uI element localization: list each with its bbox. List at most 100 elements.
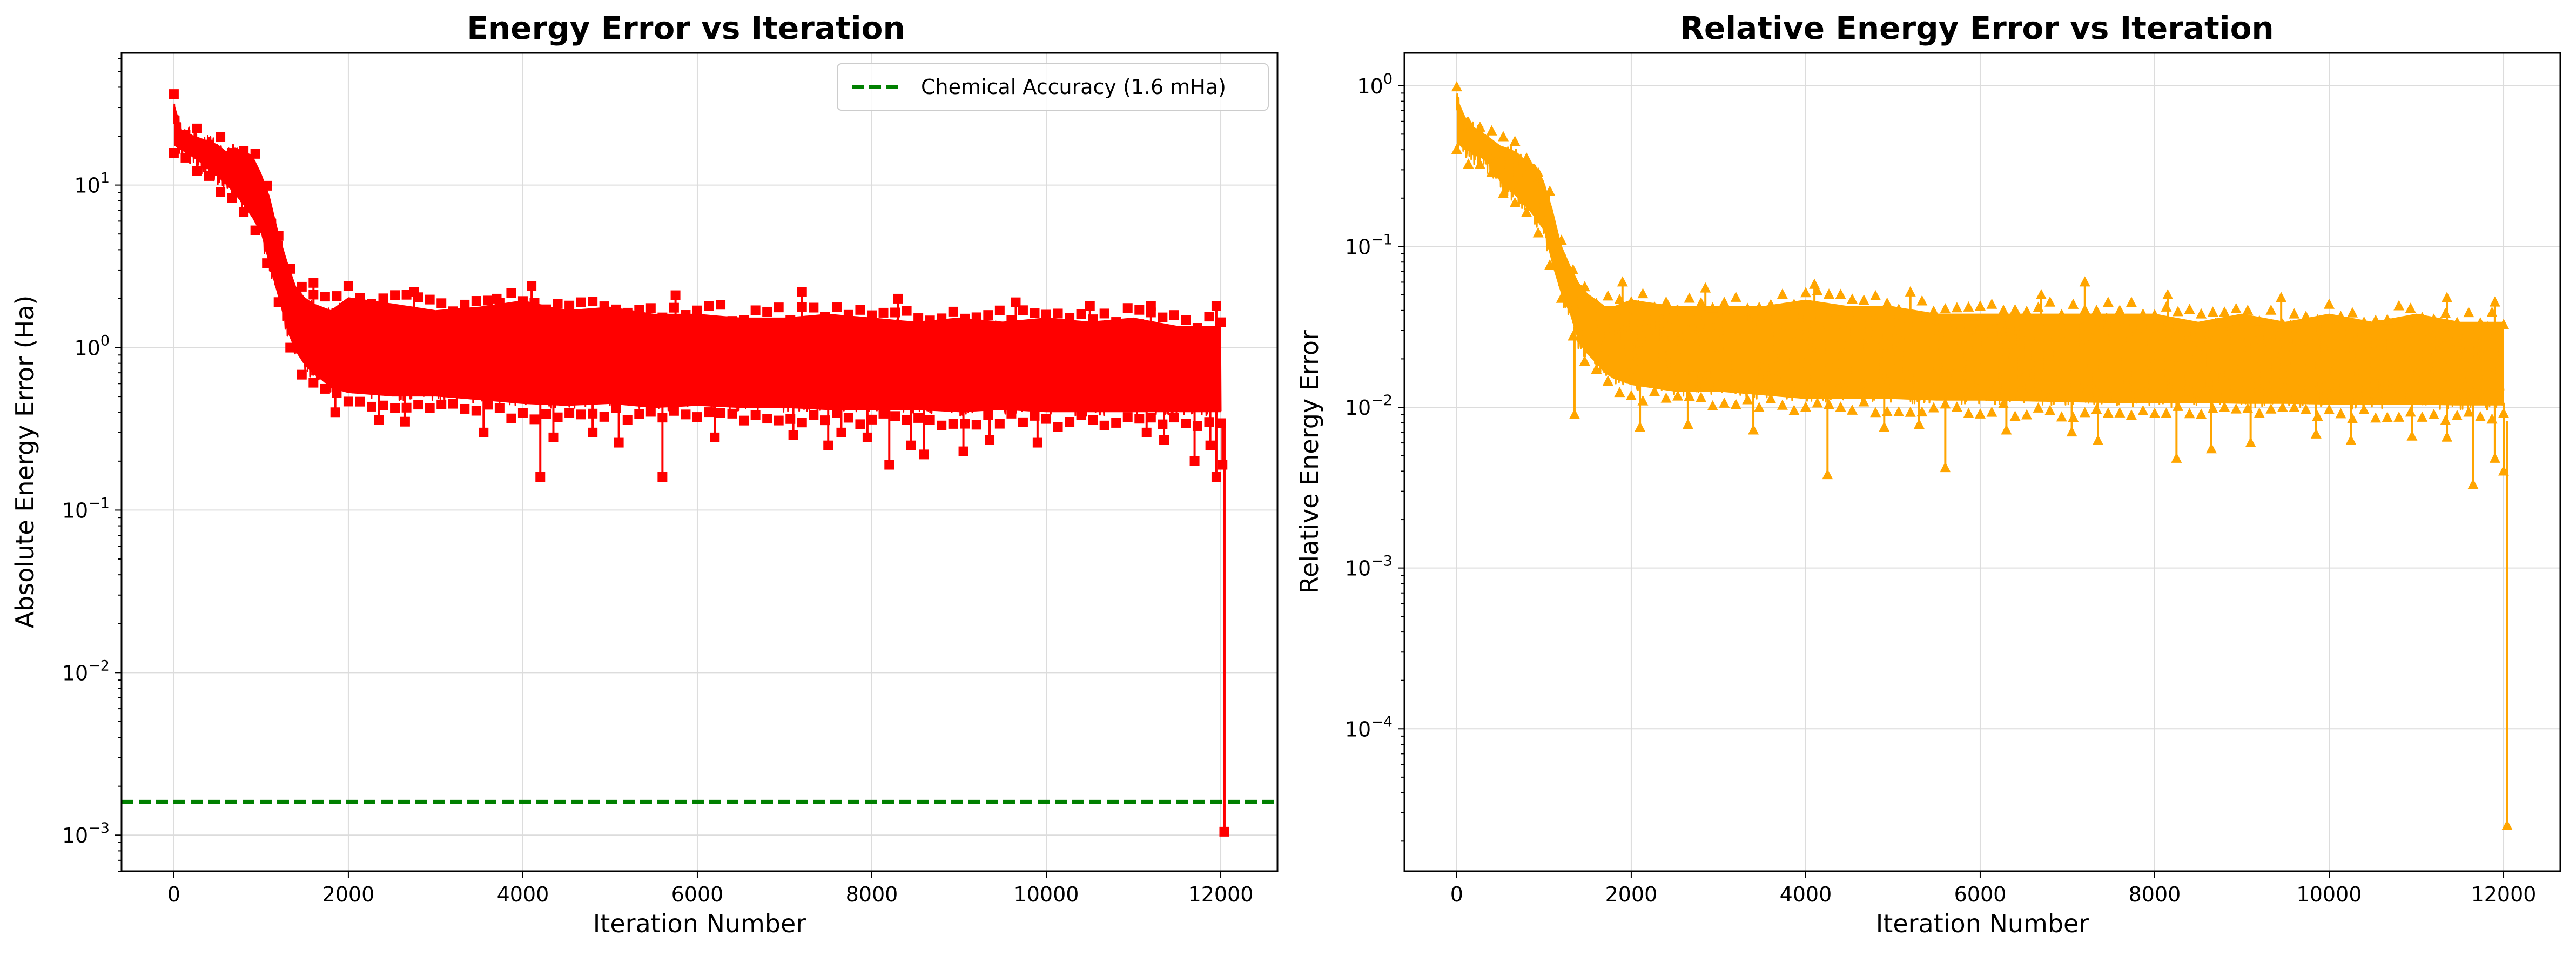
x-tick-label: 12000 (1188, 883, 1254, 906)
series-marker (1974, 300, 1986, 311)
series-marker (401, 402, 412, 413)
series-marker (1753, 301, 1765, 312)
series-marker (1192, 323, 1202, 333)
series-marker (216, 132, 226, 142)
series-marker (1602, 375, 1613, 386)
series-dip-marker (614, 437, 624, 448)
series-marker (1122, 412, 1133, 422)
x-axis-ticks: 0 2000 4000 6000 8000 10000 12000 (1450, 871, 2536, 906)
series-marker (1625, 296, 1637, 307)
series-dip-marker (1141, 427, 1152, 437)
series-marker (1812, 397, 1823, 408)
series-marker (2230, 302, 2242, 313)
series-marker (2358, 403, 2370, 414)
series-marker (2044, 405, 2056, 415)
series-marker (413, 400, 423, 410)
y-axis-ticks: 10−3 10−2 10−1 100 101 (62, 58, 122, 872)
series-marker (1753, 401, 1765, 412)
series-marker (308, 378, 319, 388)
series-marker (2079, 407, 2090, 418)
series-marker (2161, 301, 2172, 312)
series-marker (2382, 314, 2393, 325)
series-marker (843, 309, 853, 320)
series-marker (576, 297, 586, 307)
series-marker (192, 123, 202, 133)
series-marker (634, 409, 644, 419)
series-marker (2498, 319, 2510, 329)
series-marker (855, 305, 865, 315)
series-marker (1602, 290, 1613, 301)
series-marker (1216, 317, 1226, 327)
series-marker (1928, 305, 1939, 316)
series-marker (1204, 312, 1214, 322)
series-marker (2149, 407, 2160, 418)
series-dip-marker (1635, 421, 1646, 432)
series-dip-marker (588, 427, 598, 437)
series-dip-marker (2310, 428, 2322, 439)
legend: Chemical Accuracy (1.6 mHa) (837, 63, 1269, 111)
series-marker (727, 408, 737, 419)
series-marker (2335, 408, 2346, 419)
series-line (173, 103, 1222, 418)
series-marker (1579, 355, 1590, 366)
series-marker (1905, 406, 1916, 417)
series-marker (2312, 410, 2323, 421)
series-marker (1963, 407, 1974, 418)
series-marker (948, 419, 958, 429)
series-marker (2324, 403, 2335, 414)
series-marker (1006, 408, 1017, 419)
series-dip-marker (836, 427, 846, 437)
series-marker (2277, 401, 2288, 412)
series-spike-marker (1700, 282, 1711, 293)
series-marker (1800, 401, 1811, 412)
series-marker (576, 409, 586, 420)
series-spike-marker (2036, 288, 2047, 299)
series-marker (774, 415, 784, 426)
series-marker (1800, 287, 1811, 298)
series-marker (2102, 407, 2114, 418)
series-marker (2091, 403, 2102, 414)
series-line (1456, 93, 2505, 411)
series-marker (1498, 187, 1509, 198)
series-marker (2161, 407, 2172, 418)
series-marker (1076, 309, 1086, 319)
series-marker (2056, 411, 2067, 422)
series-marker (262, 180, 272, 191)
series-marker (2289, 401, 2300, 412)
series-marker (2370, 412, 2382, 423)
series-marker (960, 419, 970, 429)
series-marker (1858, 396, 1869, 407)
series-marker (762, 414, 772, 424)
series-marker (1847, 293, 1858, 304)
series-marker (1940, 303, 1951, 314)
series-marker (1916, 295, 1928, 306)
series-marker (1998, 304, 2009, 315)
x-tick-label: 8000 (846, 883, 898, 906)
series-marker (1158, 312, 1168, 322)
series-marker (1018, 417, 1028, 427)
series-marker (1579, 281, 1590, 292)
series-marker (1637, 288, 1649, 299)
series-marker (2149, 309, 2160, 320)
series-marker (2114, 407, 2126, 418)
series-marker (1824, 288, 1835, 299)
series-marker (1963, 301, 1974, 312)
series-marker (2056, 308, 2067, 319)
x-axis-ticks: 0 2000 4000 6000 8000 10000 12000 (167, 871, 1254, 906)
series-marker (1169, 310, 1179, 320)
series-marker (180, 152, 191, 163)
series-marker (1765, 393, 1777, 403)
series-marker (553, 299, 563, 309)
relative-error-panel: Relative Energy Error vs Iteration 0 2000… (1295, 10, 2561, 938)
y-tick-label: 10−2 (62, 657, 110, 685)
series-marker (262, 258, 272, 268)
series-marker (1568, 264, 1579, 274)
series-spike-marker (2442, 292, 2453, 302)
series-marker (2242, 304, 2254, 315)
series-marker (809, 302, 819, 313)
series-spike-marker (2276, 292, 2287, 302)
series-marker (1053, 308, 1063, 319)
series-marker (785, 315, 796, 325)
series-dip-marker (2442, 431, 2453, 442)
